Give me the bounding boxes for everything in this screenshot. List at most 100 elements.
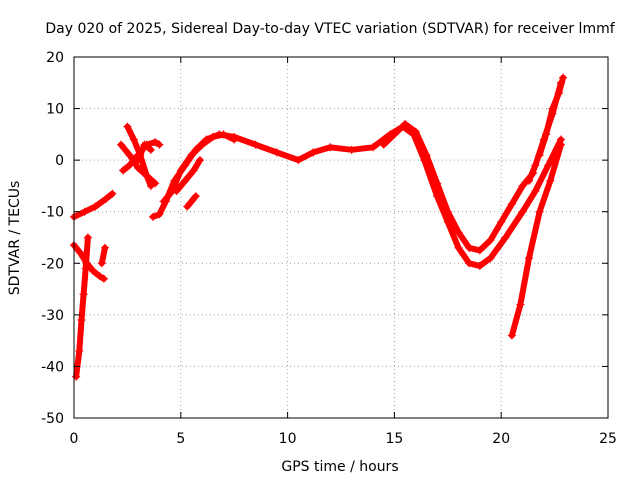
- data-point: [390, 130, 399, 139]
- series-arc-8: [134, 140, 155, 165]
- series-trace: [184, 193, 199, 210]
- series-arc-13: [379, 120, 538, 255]
- data-point: [347, 145, 356, 154]
- data-point: [187, 150, 196, 159]
- data-point: [89, 267, 98, 276]
- y-tick-label: 0: [55, 153, 64, 169]
- data-point: [191, 192, 200, 201]
- data-point: [219, 130, 228, 139]
- data-point: [518, 181, 527, 190]
- data-point: [535, 150, 544, 159]
- series-arc-16: [535, 73, 568, 159]
- data-point: [140, 140, 149, 149]
- x-tick-label: 5: [176, 431, 185, 447]
- data-point: [155, 140, 164, 149]
- data-point: [559, 73, 568, 82]
- y-tick-label: -20: [41, 256, 64, 272]
- series-arc-11: [172, 156, 205, 196]
- series-trace: [150, 123, 564, 269]
- data-point: [176, 166, 185, 175]
- data-point: [125, 150, 134, 159]
- data-point: [369, 143, 378, 152]
- data-point: [497, 218, 506, 227]
- data-point: [134, 156, 143, 165]
- y-axis-label: SDTVAR / TECUs: [7, 181, 23, 296]
- data-point: [542, 130, 551, 139]
- series-arc-1: [70, 189, 117, 221]
- y-tick-label: -50: [41, 411, 64, 427]
- axis-ticks: [73, 56, 609, 419]
- data-point: [159, 197, 168, 206]
- data-point: [102, 194, 111, 203]
- data-point: [524, 176, 533, 185]
- data-point: [557, 140, 566, 149]
- data-point: [475, 246, 484, 255]
- x-axis-label: GPS time / hours: [281, 459, 398, 475]
- chart-title: Day 020 of 2025, Sidereal Day-to-day VTE…: [45, 21, 615, 37]
- data-point: [198, 140, 207, 149]
- series-arc-14: [507, 140, 566, 340]
- data-point: [95, 272, 104, 281]
- x-tick-label: 10: [279, 431, 297, 447]
- data-point: [76, 248, 85, 257]
- data-point: [544, 161, 553, 170]
- data-point: [475, 261, 484, 270]
- data-point: [99, 274, 108, 283]
- data-point: [151, 138, 160, 147]
- y-tick-label: -40: [41, 359, 64, 375]
- x-tick-label: 20: [492, 431, 510, 447]
- data-point: [196, 156, 205, 165]
- data-point: [129, 135, 138, 144]
- data-point: [524, 254, 533, 263]
- data-point: [100, 243, 109, 252]
- series-trace: [73, 234, 91, 380]
- data-point: [181, 176, 190, 185]
- data-point: [149, 212, 158, 221]
- data-point: [142, 171, 151, 180]
- series-arc-3: [72, 233, 92, 381]
- data-point: [518, 207, 527, 216]
- series-arc-12: [183, 192, 200, 211]
- data-point: [554, 89, 563, 98]
- data-series: [70, 73, 568, 381]
- data-point: [454, 228, 463, 237]
- data-point: [326, 143, 335, 152]
- data-point: [155, 210, 164, 219]
- data-point: [535, 207, 544, 216]
- data-point: [79, 290, 88, 299]
- grid: [74, 57, 608, 418]
- data-point: [83, 233, 92, 242]
- data-point: [208, 132, 217, 141]
- data-point: [119, 166, 128, 175]
- data-point: [75, 346, 84, 355]
- data-point: [146, 145, 155, 154]
- x-tick-label: 25: [599, 431, 617, 447]
- data-point: [507, 199, 516, 208]
- data-point: [189, 166, 198, 175]
- data-point: [116, 140, 125, 149]
- data-point: [108, 189, 117, 198]
- series-arc-10: [159, 130, 239, 206]
- data-point: [172, 187, 181, 196]
- data-point: [183, 202, 192, 211]
- data-point: [486, 254, 495, 263]
- data-point: [531, 161, 540, 170]
- data-point: [272, 148, 281, 157]
- y-tick-labels: -50 -40 -30 -20 -10 0 10 20: [41, 50, 64, 427]
- data-point: [77, 316, 86, 325]
- x-tick-label: 15: [385, 431, 403, 447]
- data-point: [294, 156, 303, 165]
- data-point: [531, 187, 540, 196]
- data-point: [230, 135, 239, 144]
- data-point: [548, 104, 557, 113]
- data-point: [465, 259, 474, 268]
- data-point: [309, 148, 318, 157]
- data-point: [134, 163, 143, 172]
- series-arc-4: [97, 243, 109, 268]
- data-point: [97, 259, 106, 268]
- data-point: [465, 243, 474, 252]
- data-point: [422, 150, 431, 159]
- data-point: [401, 120, 410, 129]
- series-trace: [173, 157, 203, 195]
